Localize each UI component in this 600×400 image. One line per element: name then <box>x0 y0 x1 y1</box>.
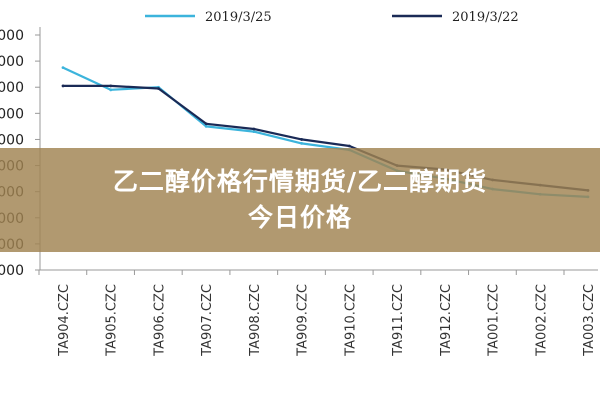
x-tick-label: TA908.CZC <box>248 284 263 357</box>
title-overlay-banner: 乙二醇价格行情期货/乙二醇期货 今日价格 <box>0 148 600 252</box>
x-tick-label: TA911.CZC <box>391 284 406 357</box>
series-0-point <box>61 66 65 70</box>
x-tick-label: TA905.CZC <box>105 284 120 357</box>
y-tick-label: 000 <box>0 106 24 122</box>
y-tick-label: 000 <box>0 28 24 44</box>
overlay-title-line-1: 乙二醇价格行情期货/乙二醇期货 <box>112 167 488 196</box>
y-tick-label: 000 <box>0 80 24 96</box>
series-0-point <box>204 124 208 128</box>
x-tick-label: TA003.CZC <box>582 284 597 357</box>
y-tick-label: 000 <box>0 54 24 70</box>
x-tick-label: TA909.CZC <box>296 284 311 357</box>
overlay-title-line-2: 今日价格 <box>247 203 352 232</box>
series-0-point <box>252 130 256 134</box>
series-1-point <box>204 122 208 126</box>
x-tick-label: TA001.CZC <box>487 284 502 357</box>
series-1-point <box>347 144 351 148</box>
series-0-point <box>109 88 113 92</box>
series-1-point <box>157 87 160 90</box>
x-axis: TA904.CZC TA905.CZC TA906.CZC TA907.CZC TA90… <box>38 269 598 357</box>
x-tick-label: TA904.CZC <box>57 284 72 357</box>
x-tick-label: TA906.CZC <box>152 284 167 357</box>
series-1-point <box>61 84 65 88</box>
x-tick-label: TA910.CZC <box>343 284 358 357</box>
x-tick-label: TA907.CZC <box>200 284 215 357</box>
x-tick-label: TA912.CZC <box>439 284 454 357</box>
y-tick-label: 000 <box>0 263 24 279</box>
series-1-point <box>300 138 304 141</box>
x-tick-label: TA002.CZC <box>534 284 549 357</box>
chart-legend: 2019/3/25 2019/3/22 <box>145 10 519 25</box>
y-tick-label: 000 <box>0 132 24 148</box>
series-1-point <box>252 127 256 131</box>
series-0-point <box>300 141 304 145</box>
legend-label-0: 2019/3/25 <box>205 10 272 25</box>
legend-label-1: 2019/3/22 <box>452 10 519 25</box>
series-1-point <box>109 84 113 88</box>
